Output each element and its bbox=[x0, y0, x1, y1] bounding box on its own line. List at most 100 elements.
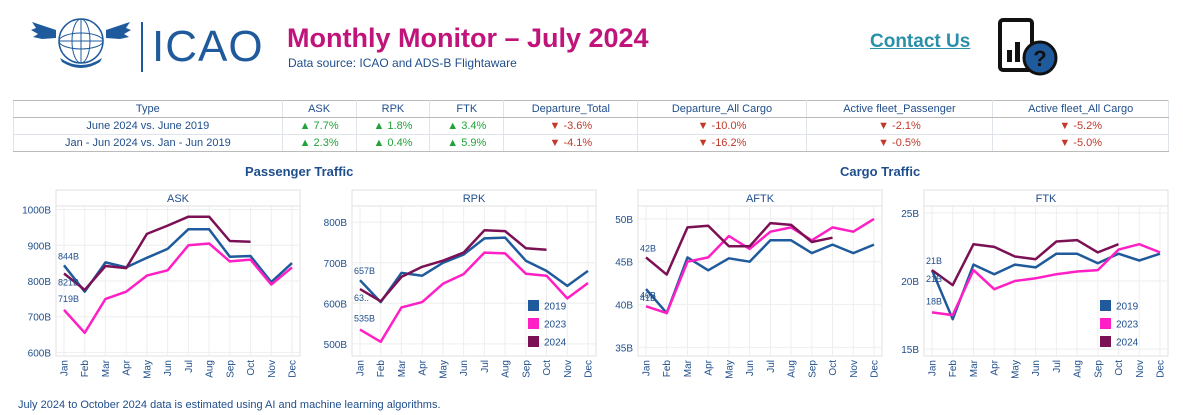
x-tick-label: Jun bbox=[459, 360, 470, 376]
data-label: 41B bbox=[640, 293, 656, 303]
table-header-row: Type ASK RPK FTK Departure_Total Departu… bbox=[13, 100, 1169, 118]
x-tick-label: Nov bbox=[1135, 360, 1146, 378]
y-tick-label: 20B bbox=[901, 277, 919, 288]
data-label: 21B bbox=[926, 256, 942, 266]
x-tick-label: Mar bbox=[397, 359, 408, 377]
series-line-2023 bbox=[931, 242, 1161, 317]
y-tick-label: 600B bbox=[324, 299, 348, 310]
arrow-down-icon: ▼ bbox=[1059, 137, 1071, 149]
legend-swatch bbox=[528, 336, 539, 347]
value-cell: ▲ 7.7% bbox=[281, 117, 357, 135]
arrow-up-icon: ▲ bbox=[447, 120, 459, 132]
value-cell: ▲ 1.8% bbox=[355, 117, 431, 135]
x-tick-label: Jul bbox=[1052, 360, 1063, 373]
x-tick-label: Dec bbox=[1156, 360, 1167, 378]
header-active-fleet-passenger: Active fleet_Passenger bbox=[805, 100, 994, 118]
value-cell: ▼ -10.0% bbox=[637, 117, 807, 135]
chart-title-strip bbox=[55, 189, 301, 207]
chart-title-strip bbox=[923, 189, 1169, 207]
data-label: 63.. bbox=[354, 293, 369, 303]
y-tick-label: 25B bbox=[901, 209, 919, 220]
contact-us-link[interactable]: Contact Us bbox=[870, 31, 971, 52]
legend-label: 2019 bbox=[544, 302, 567, 313]
row-type-cell: June 2024 vs. June 2019 bbox=[13, 117, 283, 135]
x-tick-label: Jul bbox=[766, 360, 777, 373]
logo-text: ICAO bbox=[152, 22, 264, 71]
data-label: 42B bbox=[640, 243, 656, 253]
x-tick-label: Feb bbox=[662, 360, 673, 378]
legend-swatch bbox=[528, 300, 539, 311]
plot-frame bbox=[637, 205, 883, 357]
aftk-chart: AFTK 35B 40B 45B 50B Jan Feb Mar Apr May Jun Jul Aug… bbox=[615, 189, 883, 379]
arrow-up-icon: ▲ bbox=[447, 137, 459, 149]
x-tick-label: Apr bbox=[418, 359, 429, 375]
y-tick-label: 500B bbox=[324, 340, 348, 351]
chart-title: FTK bbox=[1036, 193, 1057, 205]
y-tick-label: 1000B bbox=[22, 206, 51, 217]
y-tick-label: 900B bbox=[28, 241, 52, 252]
x-tick-label: Jul bbox=[184, 360, 195, 373]
x-tick-label: Sep bbox=[521, 360, 532, 378]
header-ftk: FTK bbox=[429, 100, 505, 118]
x-tick-label: Jun bbox=[163, 360, 174, 376]
x-tick-label: Nov bbox=[563, 360, 574, 378]
x-tick-label: Mar bbox=[969, 359, 980, 377]
data-label: 821B bbox=[58, 278, 79, 288]
percent-value: 3.4% bbox=[461, 120, 487, 132]
value-cell: ▼ -16.2% bbox=[637, 134, 807, 152]
arrow-up-icon: ▲ bbox=[299, 137, 311, 149]
percent-value: -16.2% bbox=[711, 137, 747, 149]
arrow-up-icon: ▲ bbox=[373, 137, 385, 149]
percent-value: 0.4% bbox=[387, 137, 413, 149]
y-tick-label: 45B bbox=[615, 258, 633, 269]
percent-value: -3.6% bbox=[563, 120, 593, 132]
series-line-2024 bbox=[931, 238, 1119, 287]
legend-label: 2023 bbox=[1116, 320, 1139, 331]
arrow-up-icon: ▲ bbox=[373, 120, 385, 132]
series-line-2024 bbox=[63, 215, 251, 292]
x-tick-label: May bbox=[724, 360, 735, 379]
legend-swatch bbox=[1100, 336, 1111, 347]
value-cell: ▼ -0.5% bbox=[805, 134, 994, 152]
x-tick-label: Jan bbox=[928, 360, 939, 376]
header-departure-total: Departure_Total bbox=[503, 100, 639, 118]
arrow-down-icon: ▼ bbox=[697, 137, 709, 149]
value-cell: ▼ -3.6% bbox=[503, 117, 639, 135]
x-tick-label: Oct bbox=[1114, 360, 1125, 376]
svg-text:?: ? bbox=[1033, 46, 1046, 71]
x-tick-label: Aug bbox=[501, 360, 512, 378]
legend-label: 2024 bbox=[544, 338, 567, 349]
y-tick-label: 40B bbox=[615, 301, 633, 312]
y-tick-label: 35B bbox=[615, 343, 633, 354]
x-tick-label: Feb bbox=[948, 360, 959, 378]
series-line-2024 bbox=[645, 221, 833, 276]
percent-value: -5.0% bbox=[1073, 137, 1103, 149]
x-tick-label: Jun bbox=[1031, 360, 1042, 376]
x-tick-label: Apr bbox=[990, 359, 1001, 375]
legend-swatch bbox=[1100, 318, 1111, 329]
percent-value: 2.3% bbox=[313, 137, 339, 149]
summary-table: Type ASK RPK FTK Departure_Total Departu… bbox=[13, 100, 1169, 152]
footnote: July 2024 to October 2024 data is estima… bbox=[18, 399, 441, 411]
header-rpk: RPK bbox=[355, 100, 431, 118]
icao-emblem-icon bbox=[31, 18, 131, 68]
ask-chart: ASK 600B 700B 800B 900B 1000B Jan Feb Mar Apr May J… bbox=[22, 189, 301, 379]
data-label: 719B bbox=[58, 294, 79, 304]
legend-label: 2023 bbox=[544, 320, 567, 331]
value-cell: ▼ -5.2% bbox=[992, 117, 1169, 135]
value-cell: ▼ -5.0% bbox=[992, 134, 1169, 152]
row-type-cell: Jan - Jun 2024 vs. Jan - Jun 2019 bbox=[13, 134, 283, 152]
arrow-down-icon: ▼ bbox=[697, 120, 709, 132]
value-cell: ▲ 5.9% bbox=[429, 134, 505, 152]
percent-value: 7.7% bbox=[313, 120, 339, 132]
x-tick-label: Aug bbox=[1073, 360, 1084, 378]
series-line-2019 bbox=[930, 252, 1161, 321]
chart-title-strip bbox=[351, 189, 597, 207]
x-tick-label: Feb bbox=[80, 360, 91, 378]
x-tick-label: May bbox=[142, 360, 153, 379]
series-line-2019 bbox=[63, 227, 293, 293]
report-help-icon[interactable]: ? bbox=[996, 16, 1060, 78]
data-label: 657B bbox=[354, 266, 375, 276]
x-tick-label: Nov bbox=[267, 360, 278, 378]
legend-label: 2019 bbox=[1116, 302, 1139, 313]
